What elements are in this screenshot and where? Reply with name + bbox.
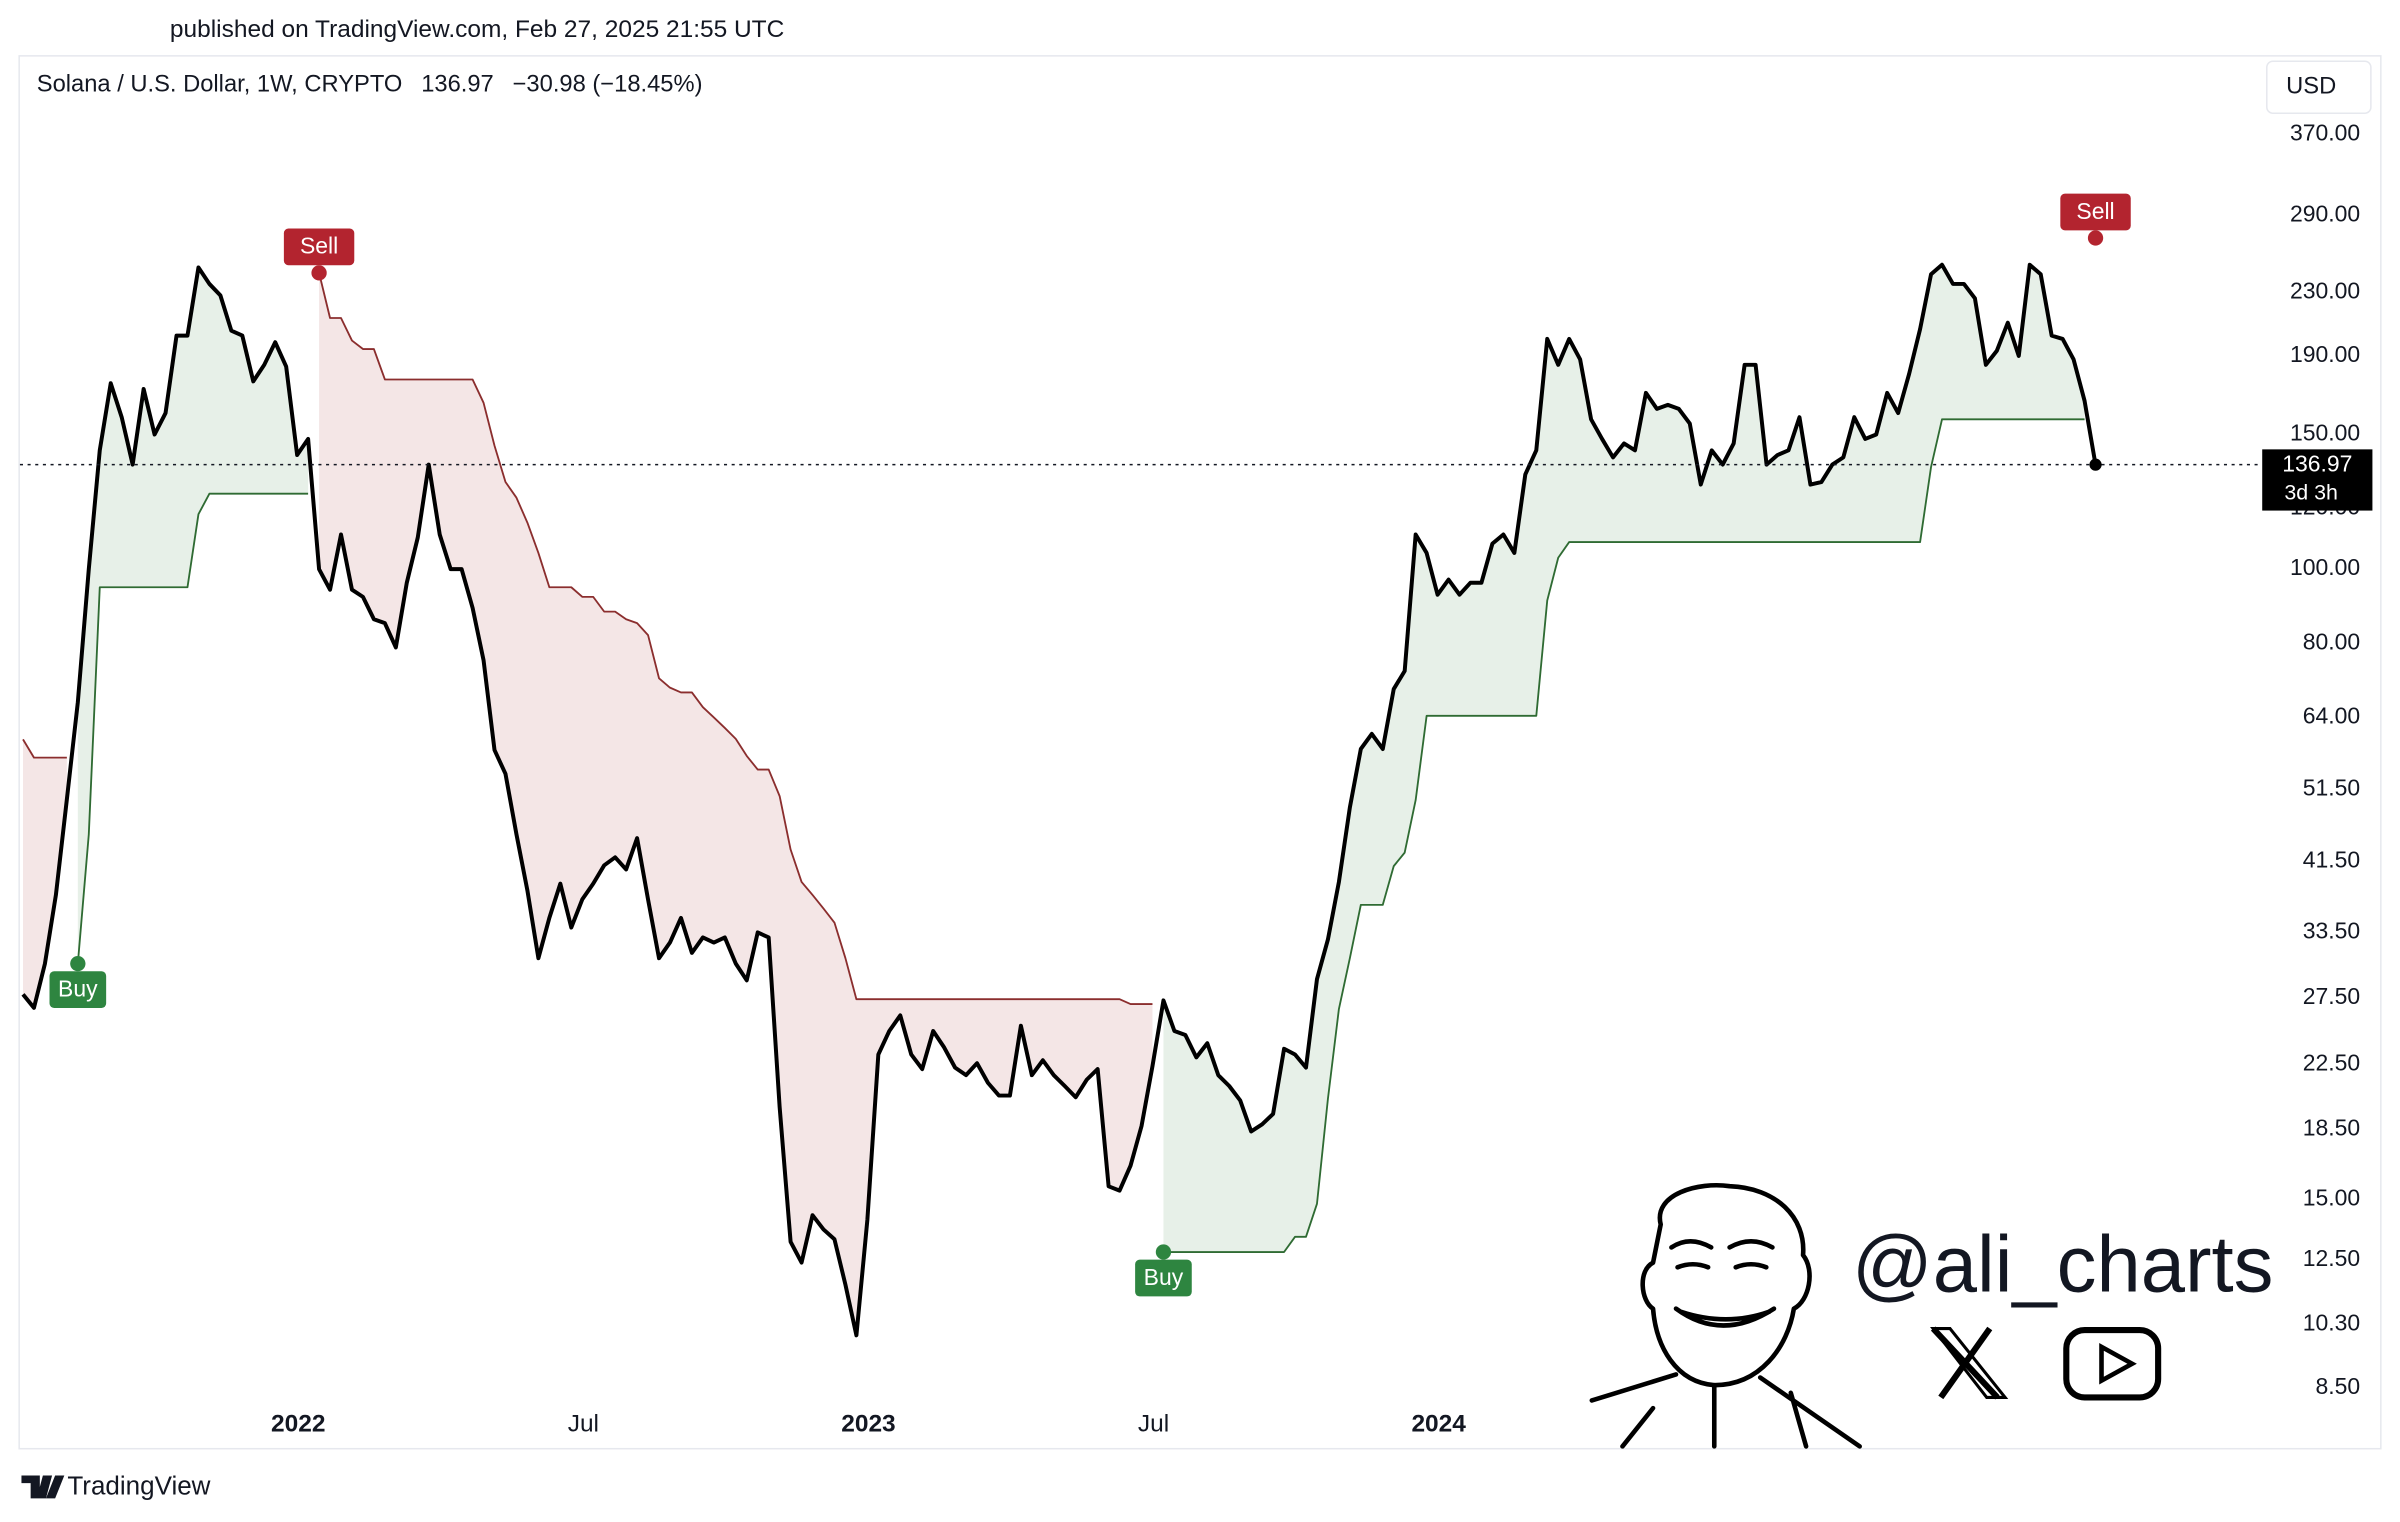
y-tick-label: 80.00 bbox=[2303, 628, 2360, 654]
signal-label: Sell bbox=[2076, 198, 2114, 224]
y-tick-label: 100.00 bbox=[2290, 554, 2360, 580]
signal-box bbox=[2060, 193, 2131, 231]
chart-frame bbox=[18, 55, 2382, 1450]
chart-legend: Solana / U.S. Dollar, 1W, CRYPTO 136.97 … bbox=[37, 72, 703, 98]
x-tick-label: 2022 bbox=[271, 1410, 325, 1437]
y-tick-label: 10.30 bbox=[2303, 1309, 2360, 1335]
signal-label: Buy bbox=[1144, 1264, 1184, 1290]
y-tick-label: 64.00 bbox=[2303, 702, 2360, 728]
trend-fill bbox=[319, 272, 1153, 1336]
watermark-handle: @ali_charts bbox=[1852, 1219, 2273, 1308]
y-tick-label: 8.50 bbox=[2316, 1373, 2361, 1399]
signal-dot bbox=[2087, 230, 2104, 246]
x-tick-label: 2023 bbox=[841, 1410, 895, 1437]
y-tick-label: 12.50 bbox=[2303, 1245, 2360, 1271]
y-tick-label: 15.00 bbox=[2303, 1184, 2360, 1210]
trend-line bbox=[22, 272, 1153, 1006]
currency-box[interactable] bbox=[2266, 60, 2372, 115]
price-tag bbox=[2262, 449, 2373, 511]
y-tick-label: 33.50 bbox=[2303, 917, 2360, 943]
signal-label: Buy bbox=[58, 975, 98, 1001]
x-tick-label: Jul bbox=[1138, 1410, 1169, 1437]
price-line bbox=[21, 262, 2098, 1338]
brand-logo bbox=[21, 1475, 65, 1499]
y-tick-label: 18.50 bbox=[2303, 1115, 2360, 1141]
currency-label[interactable]: USD bbox=[2286, 74, 2336, 100]
y-tick-label: 230.00 bbox=[2290, 278, 2360, 304]
x-logo bbox=[1930, 1326, 2009, 1400]
trend-fill bbox=[77, 267, 309, 964]
signal-label: Sell bbox=[300, 233, 338, 259]
y-tick-label: 22.50 bbox=[2303, 1050, 2360, 1076]
published-note: published on TradingView.com, Feb 27, 20… bbox=[170, 16, 784, 43]
youtube-logo bbox=[2063, 1327, 2162, 1401]
x-tick-label: Jul bbox=[568, 1410, 599, 1437]
signal-box bbox=[283, 228, 355, 266]
y-tick-label: 41.50 bbox=[2303, 846, 2360, 872]
y-tick-label: 51.50 bbox=[2303, 775, 2360, 801]
y-tick-label: 290.00 bbox=[2290, 201, 2360, 227]
legend-change: −30.98 (−18.45%) bbox=[513, 72, 703, 98]
legend-last-price: 136.97 bbox=[421, 72, 494, 98]
y-tick-label: 150.00 bbox=[2290, 420, 2360, 446]
x-tick-label: 2024 bbox=[1411, 1410, 1466, 1437]
y-tick-label: 27.50 bbox=[2303, 983, 2360, 1009]
signal-dot bbox=[70, 955, 86, 972]
trend-line bbox=[76, 418, 2085, 1253]
watermark-face bbox=[1589, 1183, 1862, 1449]
plot-area: Buy Sell Buy Sell 8.50 10.30 12.50 15.00 18.50 22… bbox=[19, 120, 2373, 1437]
last-price-dot bbox=[2089, 458, 2102, 471]
signal-box bbox=[1135, 1259, 1192, 1297]
signal-dot bbox=[311, 265, 327, 281]
brand-name: TradingView bbox=[67, 1471, 210, 1501]
price-tag-countdown: 3d 3h bbox=[2284, 480, 2338, 504]
trend-fill bbox=[23, 739, 67, 1008]
y-tick-label: 370.00 bbox=[2290, 120, 2360, 146]
trend-fill bbox=[1163, 264, 2085, 1253]
signal-box bbox=[49, 971, 107, 1008]
price-tag-value: 136.97 bbox=[2282, 450, 2352, 476]
y-tick-label: 190.00 bbox=[2290, 341, 2360, 367]
signal-dot bbox=[1155, 1244, 1172, 1260]
legend-title: Solana / U.S. Dollar, 1W, CRYPTO bbox=[37, 72, 403, 98]
